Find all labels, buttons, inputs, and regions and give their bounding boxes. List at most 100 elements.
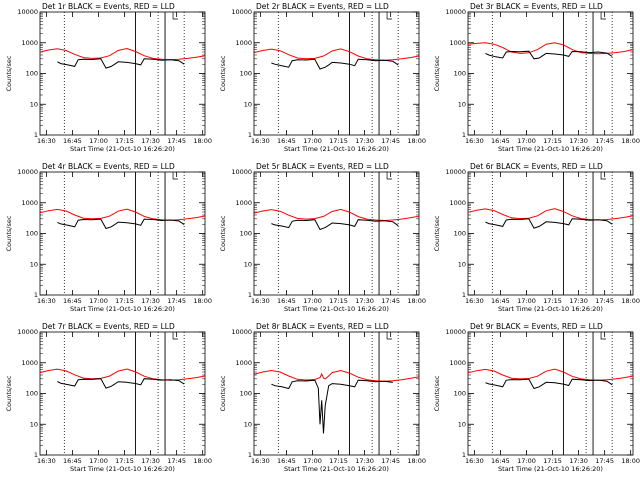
y-tick-label: 10000 (17, 328, 38, 336)
x-tick-label: 17:00 (303, 297, 322, 305)
series-line-events (485, 218, 613, 229)
y-tick-label: 10 (244, 260, 252, 268)
chart-title: Det 9r BLACK = Events, RED = LLD (470, 322, 603, 331)
y-tick-label: 100 (26, 230, 38, 238)
detector-panel-1: Det 1r BLACK = Events, RED = LLD 1 10 100 10… (0, 0, 212, 160)
bracket-marker (172, 172, 179, 180)
chart-svg: Det 8r BLACK = Events, RED = LLD 1 10 100 10… (219, 322, 426, 473)
chart-svg: Det 3r BLACK = Events, RED = LLD 1 10 100 10… (433, 2, 640, 153)
x-tick-label: 16:30 (465, 137, 484, 145)
chart-svg: Det 9r BLACK = Events, RED = LLD 1 10 100 10… (433, 322, 640, 473)
y-tick-label: 10 (458, 420, 466, 428)
plot-frame (253, 171, 420, 296)
x-axis-label: Start Time (21-Oct-10 16:26:20) (284, 305, 389, 313)
y-axis-label: Counts/sec (5, 55, 13, 91)
x-tick-label: 17:30 (355, 297, 374, 305)
y-tick-label: 1 (34, 291, 38, 299)
y-tick-label: 10000 (445, 328, 466, 336)
y-tick-label: 100 (240, 230, 252, 238)
x-tick-label: 17:00 (517, 137, 536, 145)
y-tick-label: 10 (244, 100, 252, 108)
x-tick-label: 16:30 (37, 457, 56, 465)
x-tick-label: 17:15 (543, 297, 562, 305)
x-tick-label: 18:00 (193, 137, 212, 145)
x-tick-label: 17:45 (381, 457, 400, 465)
x-tick-label: 16:30 (251, 457, 270, 465)
y-axis-label: Counts/sec (433, 55, 441, 91)
y-tick-label: 10000 (445, 8, 466, 16)
x-axis-label: Start Time (21-Oct-10 16:26:20) (498, 465, 603, 473)
bracket-marker (172, 12, 179, 20)
x-tick-label: 17:00 (303, 137, 322, 145)
detector-panel-6: Det 6r BLACK = Events, RED = LLD 1 10 100 10… (428, 160, 640, 320)
plot-frame (39, 331, 206, 456)
chart-svg: Det 7r BLACK = Events, RED = LLD 1 10 100 10… (5, 322, 212, 473)
y-tick-label: 100 (454, 70, 466, 78)
y-tick-label: 1000 (449, 199, 466, 207)
x-tick-label: 16:45 (277, 297, 296, 305)
series-line-lld (253, 369, 420, 382)
x-tick-label: 17:45 (595, 137, 614, 145)
x-tick-label: 17:00 (303, 457, 322, 465)
x-tick-label: 17:00 (89, 297, 108, 305)
y-tick-label: 100 (454, 230, 466, 238)
y-tick-label: 1 (462, 291, 466, 299)
bracket-marker (600, 172, 607, 180)
chart-svg: Det 4r BLACK = Events, RED = LLD 1 10 100 10… (5, 162, 212, 313)
y-axis-label: Counts/sec (219, 55, 227, 91)
x-tick-label: 17:30 (355, 137, 374, 145)
x-tick-label: 18:00 (193, 457, 212, 465)
x-tick-label: 17:45 (167, 457, 186, 465)
series-line-lld (253, 48, 420, 61)
x-tick-label: 18:00 (407, 457, 426, 465)
x-tick-label: 16:30 (465, 297, 484, 305)
plot-frame (467, 331, 634, 456)
x-tick-label: 17:15 (115, 457, 134, 465)
y-axis-label: Counts/sec (219, 375, 227, 411)
chart-title: Det 2r BLACK = Events, RED = LLD (256, 2, 389, 11)
y-tick-label: 1000 (449, 39, 466, 47)
y-tick-label: 10 (30, 420, 38, 428)
x-tick-label: 18:00 (407, 137, 426, 145)
chart-title: Det 5r BLACK = Events, RED = LLD (256, 162, 389, 171)
y-tick-label: 10 (30, 260, 38, 268)
y-tick-label: 1 (248, 451, 252, 459)
detector-panel-2: Det 2r BLACK = Events, RED = LLD 1 10 100 10… (214, 0, 426, 160)
bracket-marker (386, 172, 393, 180)
chart-svg: Det 6r BLACK = Events, RED = LLD 1 10 100 10… (433, 162, 640, 313)
y-tick-label: 1000 (235, 199, 252, 207)
x-tick-label: 16:45 (491, 457, 510, 465)
bracket-marker (600, 332, 607, 340)
x-tick-label: 17:30 (569, 137, 588, 145)
x-tick-label: 17:30 (141, 457, 160, 465)
x-tick-label: 16:45 (63, 297, 82, 305)
series-line-lld (39, 47, 206, 61)
x-tick-label: 16:45 (277, 457, 296, 465)
y-tick-label: 1 (34, 131, 38, 139)
x-tick-label: 17:00 (517, 297, 536, 305)
bracket-marker (386, 332, 393, 340)
x-tick-label: 17:30 (355, 457, 374, 465)
y-tick-label: 100 (240, 390, 252, 398)
x-axis-label: Start Time (21-Oct-10 16:26:20) (498, 305, 603, 313)
detector-panel-4: Det 4r BLACK = Events, RED = LLD 1 10 100 10… (0, 160, 212, 320)
x-tick-label: 18:00 (407, 297, 426, 305)
x-axis-label: Start Time (21-Oct-10 16:26:20) (70, 305, 175, 313)
chart-title: Det 3r BLACK = Events, RED = LLD (470, 2, 603, 11)
x-tick-label: 17:15 (329, 297, 348, 305)
x-axis-label: Start Time (21-Oct-10 16:26:20) (70, 145, 175, 153)
y-tick-label: 1 (34, 451, 38, 459)
x-tick-label: 17:30 (141, 137, 160, 145)
x-tick-label: 16:45 (63, 457, 82, 465)
series-line-lld (467, 208, 634, 221)
x-tick-label: 17:45 (595, 297, 614, 305)
y-tick-label: 10000 (231, 168, 252, 176)
detector-panel-5: Det 5r BLACK = Events, RED = LLD 1 10 100 10… (214, 160, 426, 320)
x-tick-label: 17:15 (543, 457, 562, 465)
x-tick-label: 17:00 (89, 457, 108, 465)
chart-title: Det 7r BLACK = Events, RED = LLD (42, 322, 175, 331)
plot-frame (253, 11, 420, 136)
x-tick-label: 16:30 (37, 137, 56, 145)
x-tick-label: 17:30 (569, 457, 588, 465)
y-tick-label: 10 (458, 100, 466, 108)
